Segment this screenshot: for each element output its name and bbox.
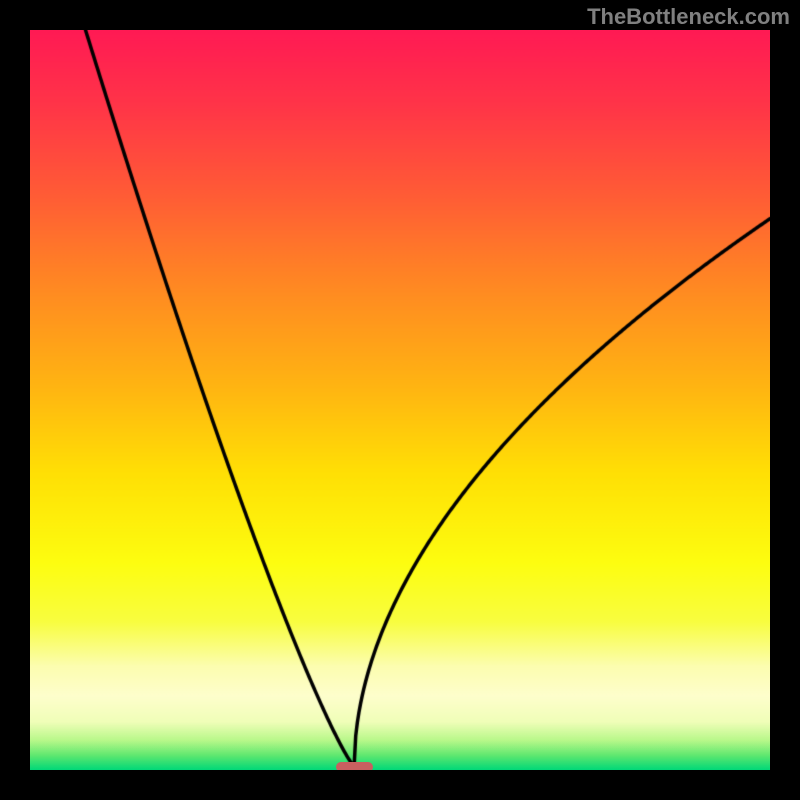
bottleneck-curve xyxy=(30,30,770,770)
watermark-text: TheBottleneck.com xyxy=(587,4,790,30)
minimum-marker xyxy=(336,762,373,770)
plot-area xyxy=(30,30,770,770)
